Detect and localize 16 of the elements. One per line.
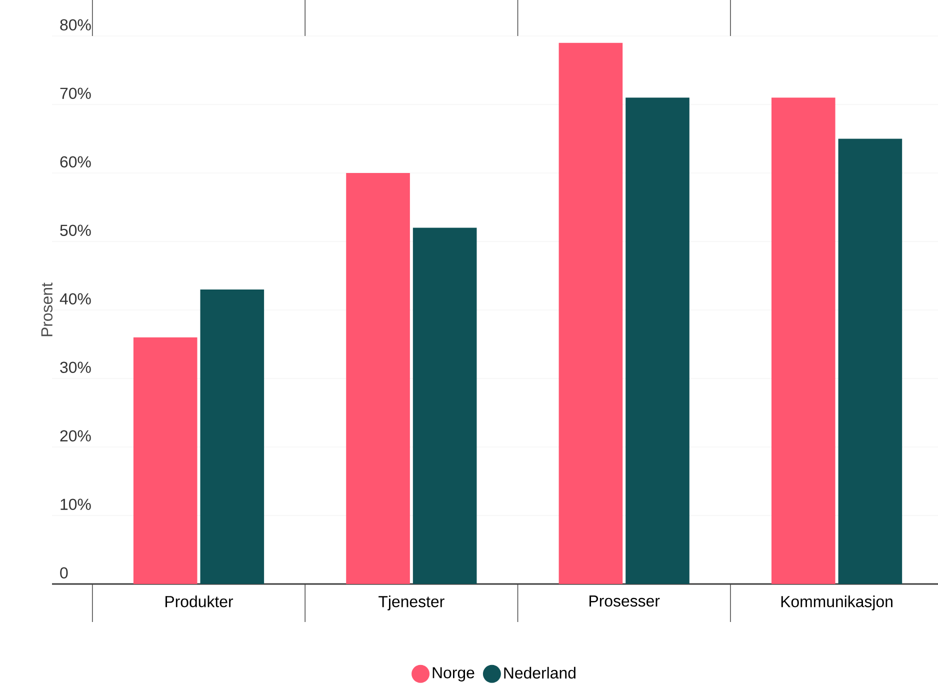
y-tick-label: 20% [60,430,91,442]
y-tick-label: 60% [60,156,91,168]
y-tick-label: 30% [60,362,91,373]
y-axis-title: Prosent [41,282,52,336]
y-tick-label: 80% [60,19,91,30]
y-tick-label: 10% [60,498,91,510]
y-tick-label: 50% [60,224,91,236]
y-tick-label: 40% [60,293,91,304]
y-tick-label: 70% [60,88,91,99]
x-tick-label: Prosesser [590,596,660,607]
x-tick-label: Kommunikasjon [781,596,892,610]
legend-label: Nederland [504,666,576,679]
legend-label: Norge [432,667,474,682]
x-tick-label: Tjenester [378,596,444,610]
x-tick-label: Produkter [166,596,234,608]
y-tick-label: 0 [60,567,68,578]
